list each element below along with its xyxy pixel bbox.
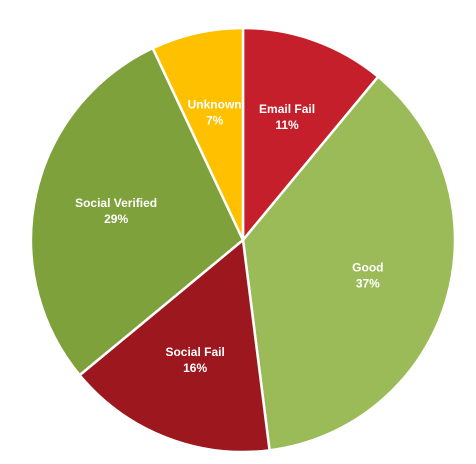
slice-label: Social Fail: [165, 345, 224, 359]
slice-value-label: 37%: [356, 276, 380, 290]
pie-slice: [241, 74, 457, 452]
pie-slice: [151, 26, 245, 241]
slice-value-label: 7%: [206, 113, 224, 127]
pie-slice: [241, 26, 380, 244]
slice-value-label: 16%: [183, 361, 207, 375]
slice-label: Social Verified: [75, 196, 157, 210]
pie-slice: [77, 237, 271, 454]
slice-value-label: 11%: [275, 118, 299, 132]
slice-value-label: 29%: [104, 212, 128, 226]
slice-label: Good: [352, 260, 383, 274]
slice-label: Email Fail: [259, 102, 315, 116]
slice-label: Unknown: [188, 97, 242, 111]
